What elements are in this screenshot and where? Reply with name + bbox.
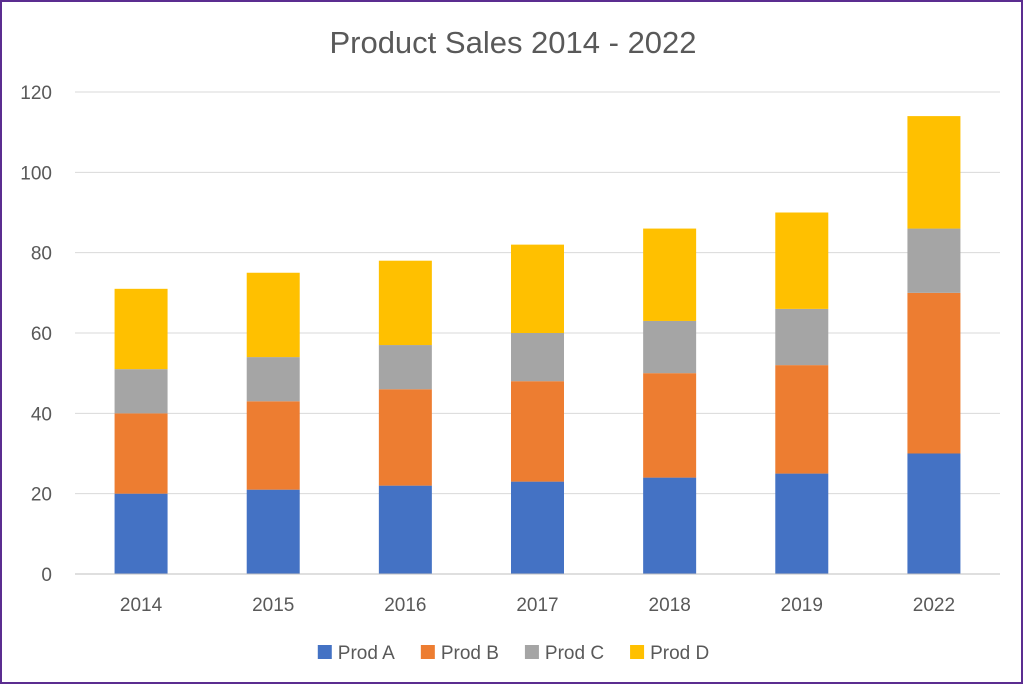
axes: 0 20 40 60 80 100 120 2014 2015 2016 2017 2018 2019 2…	[20, 83, 1000, 616]
bar-prod-a-2017	[511, 481, 564, 574]
x-tick-label: 2018	[649, 595, 691, 616]
x-tick-label: 2017	[516, 595, 558, 616]
bar-prod-d-2014	[114, 288, 168, 370]
bar-prod-c-2016	[378, 345, 432, 390]
y-tick-label: 60	[31, 324, 52, 345]
legend-label: Prod D	[650, 643, 709, 664]
bar-prod-c-2022	[907, 228, 961, 293]
bar-prod-c-2015	[246, 357, 300, 402]
y-tick-label: 40	[31, 404, 52, 425]
bar-prod-b-2022	[907, 292, 961, 454]
legend: Prod A Prod B Prod C Prod D	[317, 643, 709, 664]
chart-title: Product Sales 2014 - 2022	[329, 25, 696, 60]
bar-prod-c-2017	[511, 333, 564, 382]
y-tick-label: 100	[20, 163, 52, 184]
bars	[114, 116, 961, 574]
legend-label: Prod C	[545, 643, 604, 664]
bar-prod-b-2015	[246, 401, 300, 490]
y-tick-label: 20	[31, 485, 52, 506]
x-tick-label: 2015	[252, 595, 294, 616]
x-tick-label: 2014	[120, 595, 163, 616]
bar-prod-d-2016	[378, 260, 432, 346]
bar-prod-c-2014	[114, 369, 168, 414]
bar-prod-b-2014	[114, 413, 168, 494]
bar-prod-b-2019	[775, 365, 829, 474]
legend-swatch-prod-c	[524, 645, 539, 659]
bar-prod-b-2017	[511, 381, 564, 482]
bar-prod-c-2018	[643, 320, 697, 374]
bar-prod-d-2018	[643, 228, 697, 321]
bar-prod-a-2018	[643, 477, 697, 574]
legend-swatch-prod-d	[630, 645, 645, 659]
bar-prod-a-2014	[114, 493, 168, 574]
bar-prod-a-2016	[378, 485, 432, 574]
legend-swatch-prod-a	[317, 645, 332, 659]
bar-prod-a-2022	[907, 453, 961, 574]
y-tick-label: 80	[31, 244, 52, 265]
bar-prod-a-2015	[246, 489, 300, 574]
bar-prod-c-2019	[775, 308, 829, 366]
legend-swatch-prod-b	[420, 645, 435, 659]
bar-prod-d-2017	[511, 244, 564, 333]
x-tick-label: 2022	[913, 595, 955, 616]
y-tick-label: 0	[41, 565, 52, 586]
legend-label: Prod A	[338, 643, 395, 664]
bar-prod-d-2019	[775, 212, 829, 309]
bar-prod-d-2022	[907, 116, 961, 229]
x-tick-label: 2016	[384, 595, 426, 616]
y-tick-label: 120	[20, 83, 52, 104]
bar-prod-b-2018	[643, 373, 697, 478]
legend-label: Prod B	[441, 643, 499, 664]
bar-prod-a-2019	[775, 473, 829, 574]
bar-prod-b-2016	[378, 389, 432, 486]
bar-prod-d-2015	[246, 272, 300, 358]
x-tick-label: 2019	[781, 595, 823, 616]
